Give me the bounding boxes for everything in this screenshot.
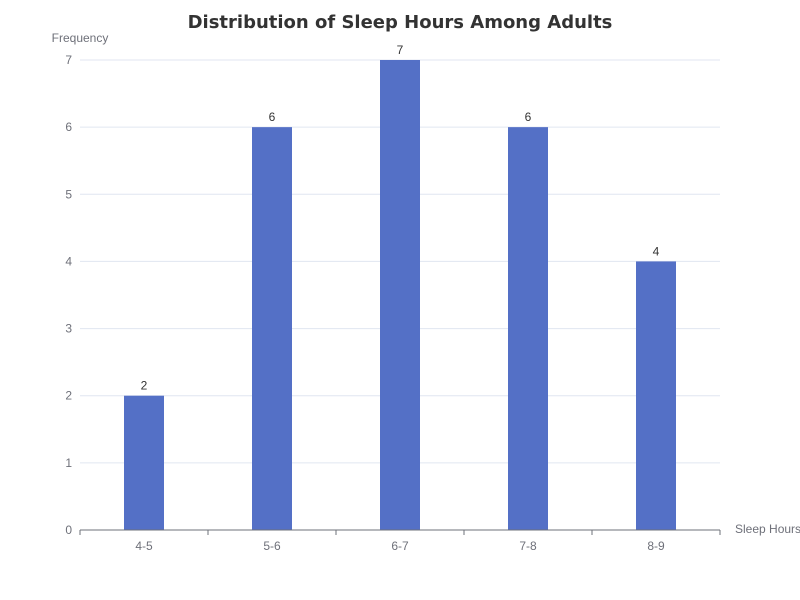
y-tick-label: 0 [65,523,72,537]
x-tick-label: 5-6 [263,539,281,553]
data-label: 6 [525,110,532,124]
y-tick-label: 6 [65,120,72,134]
x-tick-label: 8-9 [647,539,665,553]
y-axis-label: Frequency [52,31,109,45]
x-tick-label: 4-5 [135,539,153,553]
data-labels: 2 6 7 6 4 [141,43,660,393]
bar-4-5[interactable] [124,395,164,530]
y-tick-label: 4 [65,254,72,268]
data-label: 6 [269,110,276,124]
x-tick-label: 7-8 [519,539,537,553]
y-tick-label: 7 [65,53,72,67]
y-tick-label: 2 [65,389,72,403]
data-label: 4 [653,244,660,258]
axes: 0 1 2 3 4 5 6 7 4-5 5-6 6-7 7-8 8-9 [65,53,721,553]
bar-7-8[interactable] [508,127,548,531]
y-tick-label: 3 [65,322,72,336]
bar-8-9[interactable] [636,261,676,530]
chart-title: Distribution of Sleep Hours Among Adults [188,12,613,33]
y-tick-label: 5 [65,187,72,201]
x-axis-label: Sleep Hours [735,522,800,536]
bar-5-6[interactable] [252,127,292,531]
bars [124,60,676,531]
y-tick-label: 1 [65,456,72,470]
data-label: 7 [397,43,404,57]
data-label: 2 [141,379,148,393]
x-tick-label: 6-7 [391,539,409,553]
bar-6-7[interactable] [380,60,420,530]
